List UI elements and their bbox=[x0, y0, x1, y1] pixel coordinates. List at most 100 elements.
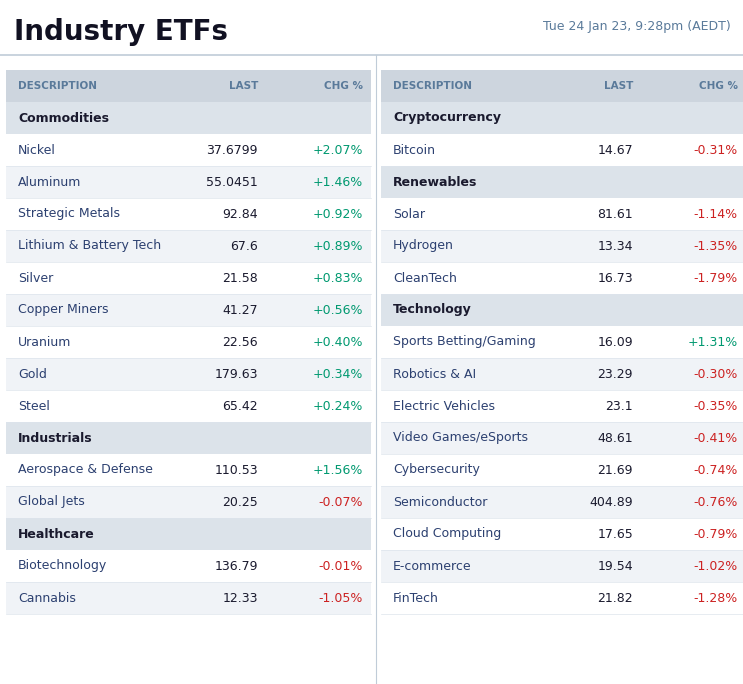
Text: +0.24%: +0.24% bbox=[313, 399, 363, 412]
Bar bbox=[6, 486, 371, 518]
Text: 17.65: 17.65 bbox=[597, 527, 633, 540]
Text: +1.56%: +1.56% bbox=[313, 464, 363, 477]
Text: Healthcare: Healthcare bbox=[18, 527, 95, 540]
Text: 16.09: 16.09 bbox=[597, 335, 633, 349]
Bar bbox=[6, 262, 371, 294]
Text: FinTech: FinTech bbox=[393, 592, 439, 605]
Text: 16.73: 16.73 bbox=[597, 272, 633, 285]
Bar bbox=[6, 70, 371, 102]
Text: 23.29: 23.29 bbox=[597, 367, 633, 380]
Text: -1.28%: -1.28% bbox=[694, 592, 738, 605]
Bar bbox=[381, 422, 743, 454]
Bar bbox=[6, 230, 371, 262]
Bar bbox=[381, 262, 743, 294]
Bar bbox=[6, 518, 371, 550]
Text: +0.89%: +0.89% bbox=[313, 239, 363, 252]
Text: 22.56: 22.56 bbox=[222, 335, 258, 349]
Bar bbox=[381, 230, 743, 262]
Text: +1.46%: +1.46% bbox=[313, 176, 363, 189]
Text: Gold: Gold bbox=[18, 367, 47, 380]
Text: DESCRIPTION: DESCRIPTION bbox=[18, 81, 97, 91]
Text: Electric Vehicles: Electric Vehicles bbox=[393, 399, 495, 412]
Text: 19.54: 19.54 bbox=[597, 560, 633, 573]
Text: CleanTech: CleanTech bbox=[393, 272, 457, 285]
Text: Robotics & AI: Robotics & AI bbox=[393, 367, 476, 380]
Bar bbox=[381, 326, 743, 358]
Bar bbox=[381, 582, 743, 614]
Text: 12.33: 12.33 bbox=[222, 592, 258, 605]
Text: Cannabis: Cannabis bbox=[18, 592, 76, 605]
Text: -0.74%: -0.74% bbox=[694, 464, 738, 477]
Bar bbox=[381, 134, 743, 166]
Bar bbox=[381, 454, 743, 486]
Text: 21.69: 21.69 bbox=[597, 464, 633, 477]
Text: Aerospace & Defense: Aerospace & Defense bbox=[18, 464, 153, 477]
Text: Cloud Computing: Cloud Computing bbox=[393, 527, 502, 540]
Text: -1.05%: -1.05% bbox=[319, 592, 363, 605]
Text: Video Games/eSports: Video Games/eSports bbox=[393, 432, 528, 445]
Text: Hydrogen: Hydrogen bbox=[393, 239, 454, 252]
Text: -0.41%: -0.41% bbox=[694, 432, 738, 445]
Text: -0.31%: -0.31% bbox=[694, 144, 738, 157]
Text: Steel: Steel bbox=[18, 399, 50, 412]
Text: 404.89: 404.89 bbox=[589, 495, 633, 508]
Text: -1.14%: -1.14% bbox=[694, 207, 738, 220]
Text: Bitcoin: Bitcoin bbox=[393, 144, 436, 157]
Text: Copper Miners: Copper Miners bbox=[18, 304, 108, 317]
Bar bbox=[6, 454, 371, 486]
Bar bbox=[381, 70, 743, 102]
Text: Nickel: Nickel bbox=[18, 144, 56, 157]
Bar bbox=[6, 326, 371, 358]
Bar bbox=[381, 294, 743, 326]
Text: 48.61: 48.61 bbox=[597, 432, 633, 445]
Bar bbox=[6, 550, 371, 582]
Text: DESCRIPTION: DESCRIPTION bbox=[393, 81, 472, 91]
Text: Renewables: Renewables bbox=[393, 176, 477, 189]
Text: -0.79%: -0.79% bbox=[694, 527, 738, 540]
Text: Semiconductor: Semiconductor bbox=[393, 495, 487, 508]
Text: Strategic Metals: Strategic Metals bbox=[18, 207, 120, 220]
Text: -0.01%: -0.01% bbox=[319, 560, 363, 573]
Bar bbox=[6, 358, 371, 390]
Text: 23.1: 23.1 bbox=[606, 399, 633, 412]
Text: -1.02%: -1.02% bbox=[694, 560, 738, 573]
Text: 65.42: 65.42 bbox=[222, 399, 258, 412]
Text: Sports Betting/Gaming: Sports Betting/Gaming bbox=[393, 335, 536, 349]
Text: 13.34: 13.34 bbox=[597, 239, 633, 252]
Bar bbox=[6, 582, 371, 614]
Text: 14.67: 14.67 bbox=[597, 144, 633, 157]
Bar bbox=[6, 134, 371, 166]
Text: Cryptocurrency: Cryptocurrency bbox=[393, 111, 501, 124]
Text: 179.63: 179.63 bbox=[215, 367, 258, 380]
Bar bbox=[381, 358, 743, 390]
Text: Lithium & Battery Tech: Lithium & Battery Tech bbox=[18, 239, 161, 252]
Text: 37.6799: 37.6799 bbox=[207, 144, 258, 157]
Bar bbox=[381, 486, 743, 518]
Text: 21.58: 21.58 bbox=[222, 272, 258, 285]
Text: Tue 24 Jan 23, 9:28pm (AEDT): Tue 24 Jan 23, 9:28pm (AEDT) bbox=[543, 20, 731, 33]
Text: +0.92%: +0.92% bbox=[313, 207, 363, 220]
Bar bbox=[6, 198, 371, 230]
Text: -1.79%: -1.79% bbox=[694, 272, 738, 285]
Text: Commodities: Commodities bbox=[18, 111, 109, 124]
Text: +2.07%: +2.07% bbox=[313, 144, 363, 157]
Bar bbox=[381, 518, 743, 550]
Text: -1.35%: -1.35% bbox=[694, 239, 738, 252]
Text: Technology: Technology bbox=[393, 304, 472, 317]
Text: Aluminum: Aluminum bbox=[18, 176, 82, 189]
Text: +0.40%: +0.40% bbox=[313, 335, 363, 349]
Bar bbox=[6, 390, 371, 422]
Text: Solar: Solar bbox=[393, 207, 425, 220]
Text: 110.53: 110.53 bbox=[215, 464, 258, 477]
Text: +0.56%: +0.56% bbox=[313, 304, 363, 317]
Text: 21.82: 21.82 bbox=[597, 592, 633, 605]
Text: -0.30%: -0.30% bbox=[694, 367, 738, 380]
Text: LAST: LAST bbox=[603, 81, 633, 91]
Text: -0.35%: -0.35% bbox=[694, 399, 738, 412]
Bar bbox=[381, 102, 743, 134]
Bar bbox=[6, 422, 371, 454]
Text: -0.07%: -0.07% bbox=[319, 495, 363, 508]
Text: 20.25: 20.25 bbox=[222, 495, 258, 508]
Text: +0.83%: +0.83% bbox=[313, 272, 363, 285]
Bar bbox=[6, 166, 371, 198]
